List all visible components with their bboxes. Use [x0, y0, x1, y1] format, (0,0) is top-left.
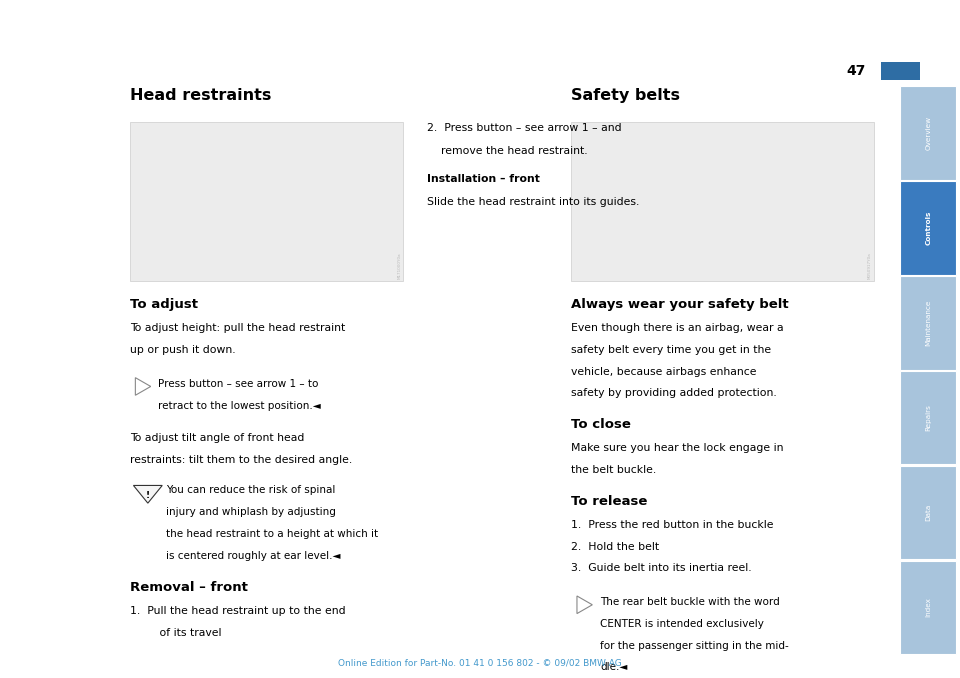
Text: the head restraint to a height at which it: the head restraint to a height at which …: [166, 529, 378, 539]
FancyBboxPatch shape: [881, 62, 920, 80]
Text: 2.  Press button – see arrow 1 – and: 2. Press button – see arrow 1 – and: [427, 123, 622, 134]
Text: 1.  Press the red button in the buckle: 1. Press the red button in the buckle: [571, 520, 774, 530]
FancyBboxPatch shape: [900, 181, 956, 275]
Text: injury and whiplash by adjusting: injury and whiplash by adjusting: [166, 507, 336, 517]
Text: safety by providing added protection.: safety by providing added protection.: [571, 388, 777, 399]
Text: To adjust: To adjust: [130, 298, 198, 311]
Text: Make sure you hear the lock engage in: Make sure you hear the lock engage in: [571, 443, 783, 454]
Text: 3.  Guide belt into its inertia reel.: 3. Guide belt into its inertia reel.: [571, 563, 752, 574]
Text: The rear belt buckle with the word: The rear belt buckle with the word: [600, 597, 780, 607]
Polygon shape: [135, 378, 151, 395]
Text: Maintenance: Maintenance: [925, 300, 931, 346]
Text: the belt buckle.: the belt buckle.: [571, 465, 657, 475]
Text: 2.  Hold the belt: 2. Hold the belt: [571, 542, 660, 552]
FancyBboxPatch shape: [900, 86, 956, 180]
Text: M050917Y0a: M050917Y0a: [868, 253, 872, 279]
Polygon shape: [133, 485, 162, 503]
FancyBboxPatch shape: [900, 561, 956, 654]
Text: Slide the head restraint into its guides.: Slide the head restraint into its guides…: [427, 197, 639, 207]
Text: Removal – front: Removal – front: [130, 581, 248, 594]
Text: To release: To release: [571, 495, 648, 508]
FancyBboxPatch shape: [130, 122, 403, 281]
Text: Always wear your safety belt: Always wear your safety belt: [571, 298, 789, 311]
Text: of its travel: of its travel: [149, 628, 222, 638]
Text: Data: Data: [925, 504, 931, 521]
Text: Repairs: Repairs: [925, 404, 931, 431]
Text: CENTER is intended exclusively: CENTER is intended exclusively: [600, 619, 764, 629]
Text: is centered roughly at ear level.◄: is centered roughly at ear level.◄: [166, 551, 341, 561]
Text: remove the head restraint.: remove the head restraint.: [427, 146, 588, 156]
Text: dle.◄: dle.◄: [600, 662, 628, 673]
Text: retract to the lowest position.◄: retract to the lowest position.◄: [158, 401, 322, 411]
Text: up or push it down.: up or push it down.: [130, 345, 235, 355]
Text: Head restraints: Head restraints: [130, 88, 271, 103]
Text: M171000Y0a: M171000Y0a: [397, 253, 401, 279]
Text: vehicle, because airbags enhance: vehicle, because airbags enhance: [571, 367, 756, 377]
Text: To adjust height: pull the head restraint: To adjust height: pull the head restrain…: [130, 323, 345, 334]
Text: for the passenger sitting in the mid-: for the passenger sitting in the mid-: [600, 641, 789, 651]
Text: Controls: Controls: [925, 211, 931, 245]
Text: Online Edition for Part-No. 01 41 0 156 802 - © 09/02 BMW AG: Online Edition for Part-No. 01 41 0 156 …: [338, 658, 622, 668]
FancyBboxPatch shape: [571, 122, 874, 281]
Text: !: !: [146, 491, 150, 500]
Text: To adjust tilt angle of front head: To adjust tilt angle of front head: [130, 433, 304, 443]
Text: restraints: tilt them to the desired angle.: restraints: tilt them to the desired ang…: [130, 455, 352, 465]
Text: safety belt every time you get in the: safety belt every time you get in the: [571, 345, 771, 355]
Text: 1.  Pull the head restraint up to the end: 1. Pull the head restraint up to the end: [130, 606, 346, 616]
Polygon shape: [577, 596, 592, 614]
Text: Index: Index: [925, 597, 931, 618]
Text: You can reduce the risk of spinal: You can reduce the risk of spinal: [166, 485, 335, 496]
Text: Press button – see arrow 1 – to: Press button – see arrow 1 – to: [158, 379, 319, 389]
Text: 47: 47: [847, 64, 866, 78]
Text: Installation – front: Installation – front: [427, 174, 540, 184]
Text: Safety belts: Safety belts: [571, 88, 681, 103]
Text: To close: To close: [571, 418, 631, 431]
Text: Overview: Overview: [925, 116, 931, 150]
Text: Even though there is an airbag, wear a: Even though there is an airbag, wear a: [571, 323, 783, 334]
FancyBboxPatch shape: [900, 466, 956, 559]
FancyBboxPatch shape: [900, 276, 956, 370]
FancyBboxPatch shape: [900, 371, 956, 464]
